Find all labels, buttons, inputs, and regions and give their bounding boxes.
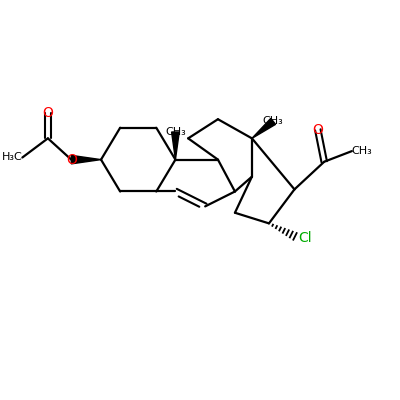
Text: O: O xyxy=(42,106,53,120)
Text: Cl: Cl xyxy=(299,231,312,245)
Polygon shape xyxy=(172,132,179,160)
Text: O: O xyxy=(312,123,323,137)
Text: H₃C: H₃C xyxy=(2,152,22,162)
Text: O: O xyxy=(66,153,77,167)
Text: CH₃: CH₃ xyxy=(263,116,284,126)
Text: CH₃: CH₃ xyxy=(165,127,186,137)
Text: CH₃: CH₃ xyxy=(352,146,372,156)
Polygon shape xyxy=(71,155,101,164)
Polygon shape xyxy=(252,118,276,138)
